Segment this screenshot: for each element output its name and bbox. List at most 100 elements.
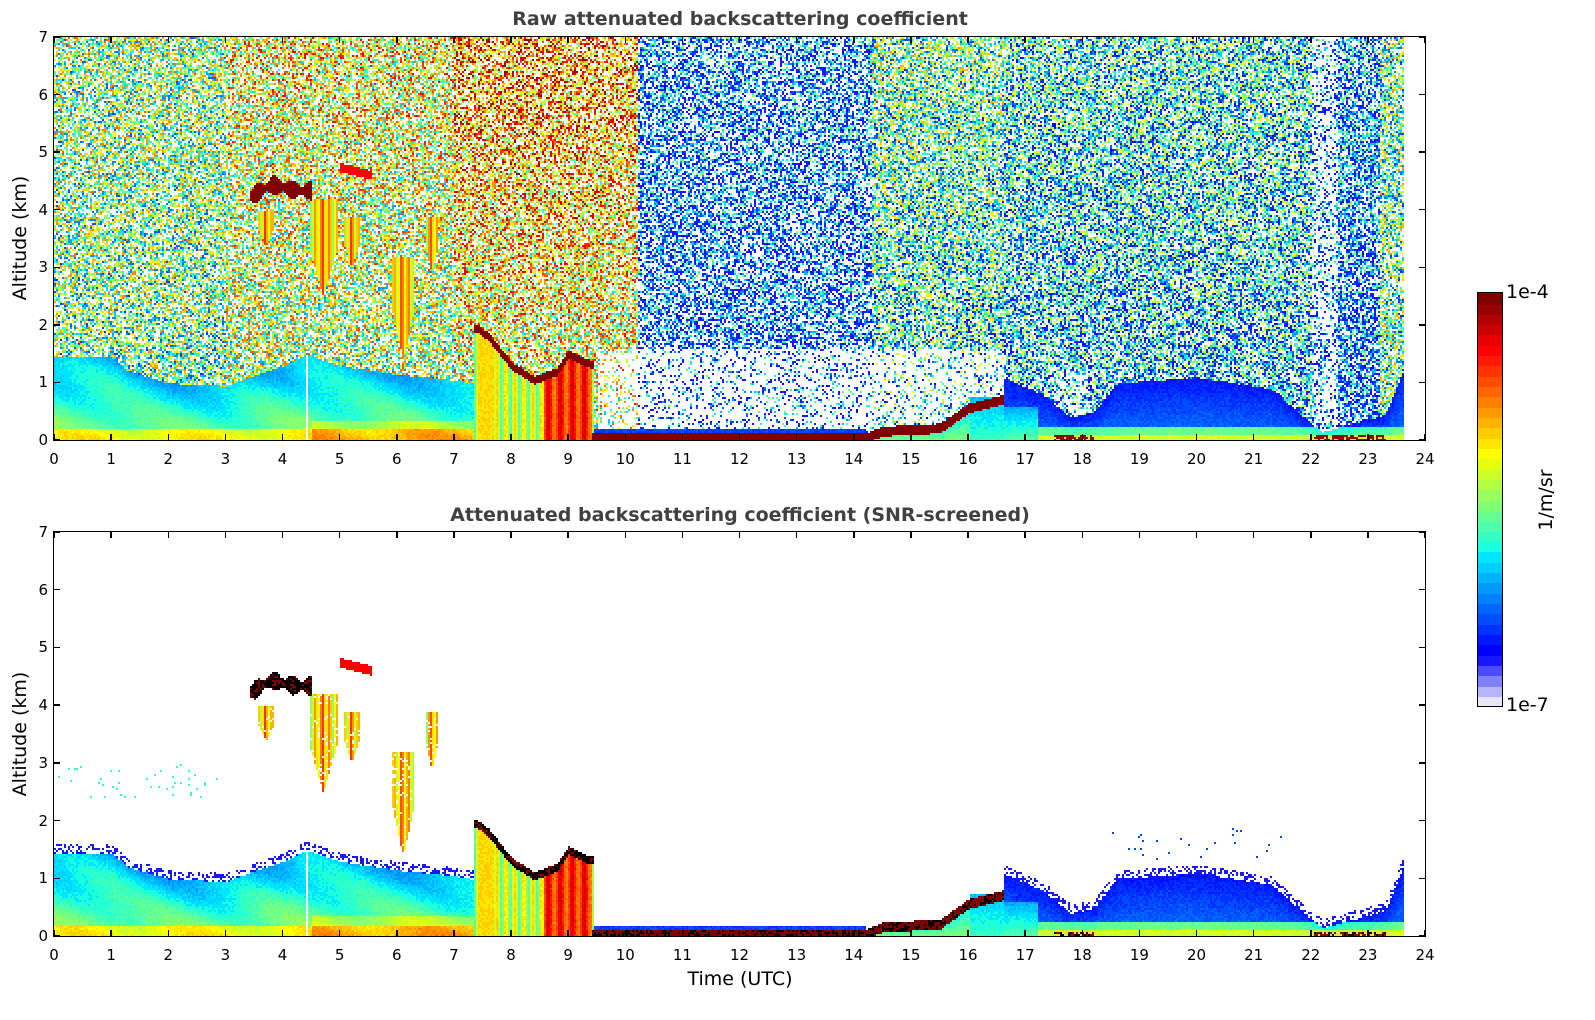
top-heatmap-image [54,37,1425,440]
x-tick-mark [453,37,455,43]
x-tick-mark [510,434,512,440]
x-tick-label: 9 [563,946,573,964]
x-tick-mark [1424,930,1426,936]
x-tick-label: 6 [391,450,402,468]
bottom-x-axis-label: Time (UTC) [687,968,793,990]
y-tick-mark [54,324,60,326]
x-tick-mark [110,434,112,440]
x-tick-mark [1024,434,1026,440]
x-tick-mark [338,37,341,43]
y-tick-mark [54,439,60,441]
x-tick-label: 18 [1072,450,1092,468]
x-tick-label: 17 [1015,450,1035,468]
x-tick-mark [624,434,626,440]
y-tick-label: 1 [38,869,48,888]
x-tick-mark [795,434,798,440]
x-tick-mark [338,532,341,538]
x-tick-label: 0 [49,450,59,468]
y-tick-label: 1 [38,373,48,392]
x-tick-label: 3 [220,450,231,468]
bottom-heatmap-image [54,532,1425,936]
x-tick-mark [738,930,741,936]
y-tick-mark [1419,36,1425,38]
x-tick-mark [1310,930,1312,936]
x-tick-label: 17 [1015,946,1035,964]
x-tick-mark [624,37,626,43]
x-tick-mark [1367,930,1369,936]
y-tick-label: 3 [38,258,48,277]
x-tick-mark [624,930,626,936]
x-tick-label: 11 [672,450,692,468]
x-tick-mark [167,37,169,43]
y-tick-mark [1419,704,1425,706]
y-tick-mark [1419,935,1425,937]
x-tick-mark [1195,930,1198,936]
x-tick-mark [110,532,112,538]
x-tick-mark [510,532,512,538]
y-tick-mark [54,381,60,384]
y-tick-mark [54,531,60,533]
y-tick-mark [54,877,60,880]
x-tick-mark [1367,434,1369,440]
x-tick-mark [1081,434,1083,440]
x-tick-mark [967,434,969,440]
x-tick-mark [967,930,969,936]
x-tick-mark [681,532,684,538]
x-tick-label: 0 [49,946,59,964]
y-tick-mark [54,588,60,591]
x-tick-mark [453,434,455,440]
x-tick-label: 13 [787,946,807,964]
x-tick-label: 6 [391,946,402,964]
y-tick-mark [1419,208,1425,211]
y-tick-mark [1419,439,1425,441]
x-tick-label: 21 [1244,946,1264,964]
x-tick-mark [53,37,55,43]
x-tick-label: 16 [958,450,978,468]
y-tick-mark [1419,531,1425,533]
x-tick-label: 12 [729,450,750,468]
y-tick-mark [54,762,60,764]
x-tick-label: 2 [163,946,174,964]
x-tick-label: 24 [1415,450,1435,468]
bottom-chart-title: Attenuated backscattering coefficient (S… [450,504,1030,526]
x-tick-mark [853,532,855,538]
x-tick-mark [53,532,55,538]
top-chart-title: Raw attenuated backscattering coefficien… [512,8,968,30]
y-tick-mark [1419,877,1425,880]
x-tick-mark [1024,37,1026,43]
x-tick-mark [853,37,855,43]
x-tick-mark [1081,37,1083,43]
x-tick-mark [910,434,912,440]
x-tick-label: 22 [1301,450,1321,468]
y-tick-label: 6 [38,580,48,599]
y-tick-mark [54,36,60,38]
x-tick-label: 4 [277,450,288,468]
x-tick-mark [510,37,512,43]
y-tick-mark [54,266,60,269]
x-tick-label: 4 [277,946,288,964]
x-tick-mark [1310,37,1312,43]
x-tick-label: 15 [901,450,921,468]
x-tick-mark [910,37,912,43]
x-tick-mark [795,930,798,936]
x-tick-label: 5 [334,946,345,964]
y-tick-label: 4 [38,696,48,715]
x-tick-mark [167,532,169,538]
y-tick-mark [1419,646,1425,649]
x-tick-mark [1367,37,1369,43]
x-tick-mark [1424,532,1426,538]
y-tick-label: 7 [38,28,48,46]
x-tick-mark [453,930,455,936]
x-tick-mark [681,37,684,43]
x-tick-mark [1024,930,1026,936]
x-tick-mark [567,37,569,43]
colorbar-min-label: 1e-7 [1506,694,1549,716]
y-tick-mark [1419,762,1425,764]
x-tick-mark [1024,532,1026,538]
y-tick-mark [54,704,60,706]
x-tick-mark [681,930,684,936]
x-tick-label: 20 [1186,450,1207,468]
y-tick-label: 4 [38,200,48,219]
x-tick-label: 5 [334,450,345,468]
x-tick-mark [53,434,55,440]
